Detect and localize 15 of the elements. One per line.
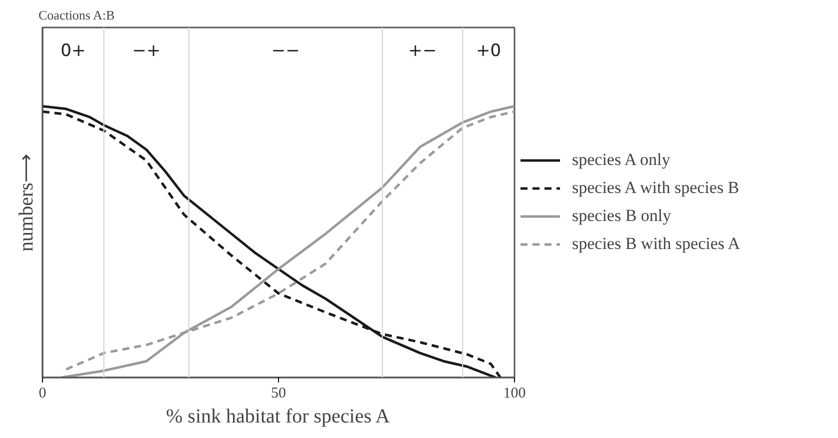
legend-label: species A with species B [572, 178, 740, 198]
x-tick-label: 100 [503, 386, 526, 402]
y-axis-title: numbers⟶ [16, 154, 38, 252]
x-axis-title: % sink habitat for species A [166, 406, 390, 428]
text: −+ [132, 41, 161, 61]
text: −− [271, 41, 300, 61]
chart-title: Coactions A:B [38, 8, 116, 22]
text: +− [408, 41, 437, 61]
legend-label: species A only [572, 150, 670, 170]
text: +0 [476, 41, 502, 61]
legend-label: species B only [572, 206, 672, 226]
x-tick-label: 0 [38, 386, 46, 402]
legend-label: species B with species A [572, 234, 740, 254]
x-tick-label: 50 [271, 386, 286, 402]
text: 0+ [60, 41, 86, 61]
